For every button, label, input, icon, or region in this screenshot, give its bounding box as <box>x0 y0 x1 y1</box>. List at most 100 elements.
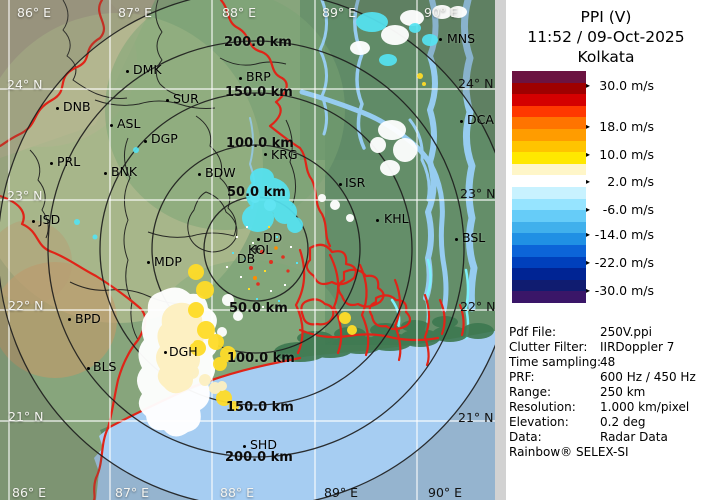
info-row: Pdf File: 250V.ppi <box>509 325 705 340</box>
colorbar-band-3 <box>512 105 586 118</box>
station-label-brp: BRP <box>246 69 271 84</box>
range-ring-label: 100.0 km <box>227 351 295 366</box>
colorbar-band-19 <box>512 291 586 303</box>
info-row: PRF: 600 Hz / 450 Hz <box>509 370 705 385</box>
colorbar-tick: ▸ -22.0 m/s <box>586 255 656 270</box>
product-title: PPI (V) <box>580 8 632 26</box>
tick-arrow-icon: ▸ <box>586 177 591 186</box>
grid-coordinate-label: 89° E <box>322 5 357 20</box>
out-of-range-dimmer <box>0 0 495 500</box>
station-label-krg: KRG <box>271 147 298 162</box>
colorbar-band-7 <box>512 152 586 164</box>
tick-arrow-icon: ▸ <box>586 230 591 239</box>
tick-value: -22.0 m/s <box>594 255 655 270</box>
grid-coordinate-label: 24° N <box>7 77 43 92</box>
info-label: Pdf File: <box>509 325 557 339</box>
station-label-bdw: BDW <box>205 165 236 180</box>
tick-value: -6.0 m/s <box>602 202 655 217</box>
info-value: Radar Data <box>600 430 668 444</box>
station-marker-bdw <box>198 173 201 176</box>
colorbar-band-18 <box>512 279 586 292</box>
grid-coordinate-label: 86° E <box>17 5 52 20</box>
grid-coordinate-label: 23° N <box>7 188 43 203</box>
grid-coordinate-label: 87° E <box>115 485 150 500</box>
center-speckle <box>226 226 298 308</box>
station-marker-bsl <box>455 238 458 241</box>
colorbar-band-6 <box>512 140 586 153</box>
station-label-khl: KHL <box>384 211 409 226</box>
tick-value: 18.0 m/s <box>599 119 655 134</box>
info-value: 1.000 km/pixel <box>600 400 690 414</box>
colorbar-tick: ▸ 30.0 m/s <box>586 78 656 93</box>
tick-value: 30.0 m/s <box>599 78 655 93</box>
latlon-grid <box>0 0 495 500</box>
station-marker-dnb <box>56 107 59 110</box>
tick-value: -14.0 m/s <box>594 227 655 242</box>
station-label-isr: ISR <box>345 175 366 190</box>
colorbar-band-2 <box>512 94 586 106</box>
grid-coordinate-label: 22° N <box>460 299 495 314</box>
rivers <box>249 0 478 340</box>
station-marker-brp <box>239 77 242 80</box>
range-ring-label: 200.0 km <box>224 35 292 50</box>
station-label-jsd: JSD <box>39 212 61 227</box>
grid-coordinate-label: 88° E <box>220 485 255 500</box>
range-ring-label: 50.0 km <box>229 301 288 316</box>
colorbar-band-1 <box>512 82 586 95</box>
grid-coordinate-label: 90° E <box>424 5 459 20</box>
tick-arrow-icon: ▸ <box>586 150 591 159</box>
range-ring-label: 50.0 km <box>227 185 286 200</box>
station-marker-mns <box>439 38 442 41</box>
grid-coordinate-label: 22° N <box>8 298 44 313</box>
radar-map-graphics <box>0 0 495 500</box>
tick-value: 2.0 m/s <box>607 174 655 189</box>
station-marker-bls <box>87 367 90 370</box>
tick-arrow-icon: ▸ <box>586 81 591 90</box>
info-row: Data: Radar Data <box>509 430 705 445</box>
mangrove-band <box>274 316 494 362</box>
colorbar-band-17 <box>512 268 586 280</box>
station-marker-bpd <box>68 318 71 321</box>
station-label-dgp: DGP <box>151 131 178 146</box>
colorbar-band-10 <box>512 186 586 199</box>
info-label: PRF: <box>509 370 535 384</box>
grid-coordinate-label: 89° E <box>324 485 359 500</box>
info-row: Elevation: 0.2 deg <box>509 415 705 430</box>
station-label-prl: PRL <box>57 154 81 169</box>
info-value: 0.2 deg <box>600 415 646 429</box>
scan-info-table: Pdf File: 250V.ppi Clutter Filter: IIRDoppl… <box>509 325 705 445</box>
radar-map-canvas[interactable]: 86° E 87° E 88° E 89° E 90° E 86° E 87° E 88° E… <box>0 0 495 500</box>
info-label: Clutter Filter: <box>509 340 588 354</box>
station-label-bnk: BNK <box>111 164 138 179</box>
station-label-bls: BLS <box>93 359 117 374</box>
grid-coordinate-label: 24° N <box>458 76 494 91</box>
grid-coordinate-label: 90° E <box>428 485 463 500</box>
info-row: Resolution: 1.000 km/pixel <box>509 400 705 415</box>
colorbar-band-15 <box>512 244 586 257</box>
radar-site-name: Kolkata <box>577 48 635 66</box>
station-marker-shd <box>243 445 246 448</box>
station-marker-dmk <box>126 70 129 73</box>
station-label-shd: SHD <box>250 437 277 452</box>
colorbar-band-0 <box>512 71 586 83</box>
software-brand: Rainbow® SELEX-SI <box>509 445 629 459</box>
station-label-dgh: DGH <box>169 344 198 359</box>
station-marker-dd <box>257 238 260 241</box>
station-label-mdp: MDP <box>154 254 182 269</box>
station-marker-isr <box>339 183 342 186</box>
station-label-dnb: DNB <box>63 99 91 114</box>
grid-coordinate-label: 21° N <box>8 409 44 424</box>
station-marker-prl <box>50 162 53 165</box>
station-marker-sur <box>166 99 169 102</box>
range-ring-label: 150.0 km <box>225 85 293 100</box>
info-label: Range: <box>509 385 552 399</box>
colorbar-tick: ▸ 2.0 m/s <box>586 174 656 189</box>
station-label-asl: ASL <box>117 116 141 131</box>
grid-coordinate-label: 88° E <box>222 5 257 20</box>
station-label-db: DB <box>237 251 256 266</box>
grid-coordinate-label: 21° N <box>458 410 494 425</box>
colorbar-band-8 <box>512 163 586 176</box>
station-marker-bnk <box>104 172 107 175</box>
station-label-sur: SUR <box>173 91 199 106</box>
grid-coordinate-label: 23° N <box>460 186 495 201</box>
